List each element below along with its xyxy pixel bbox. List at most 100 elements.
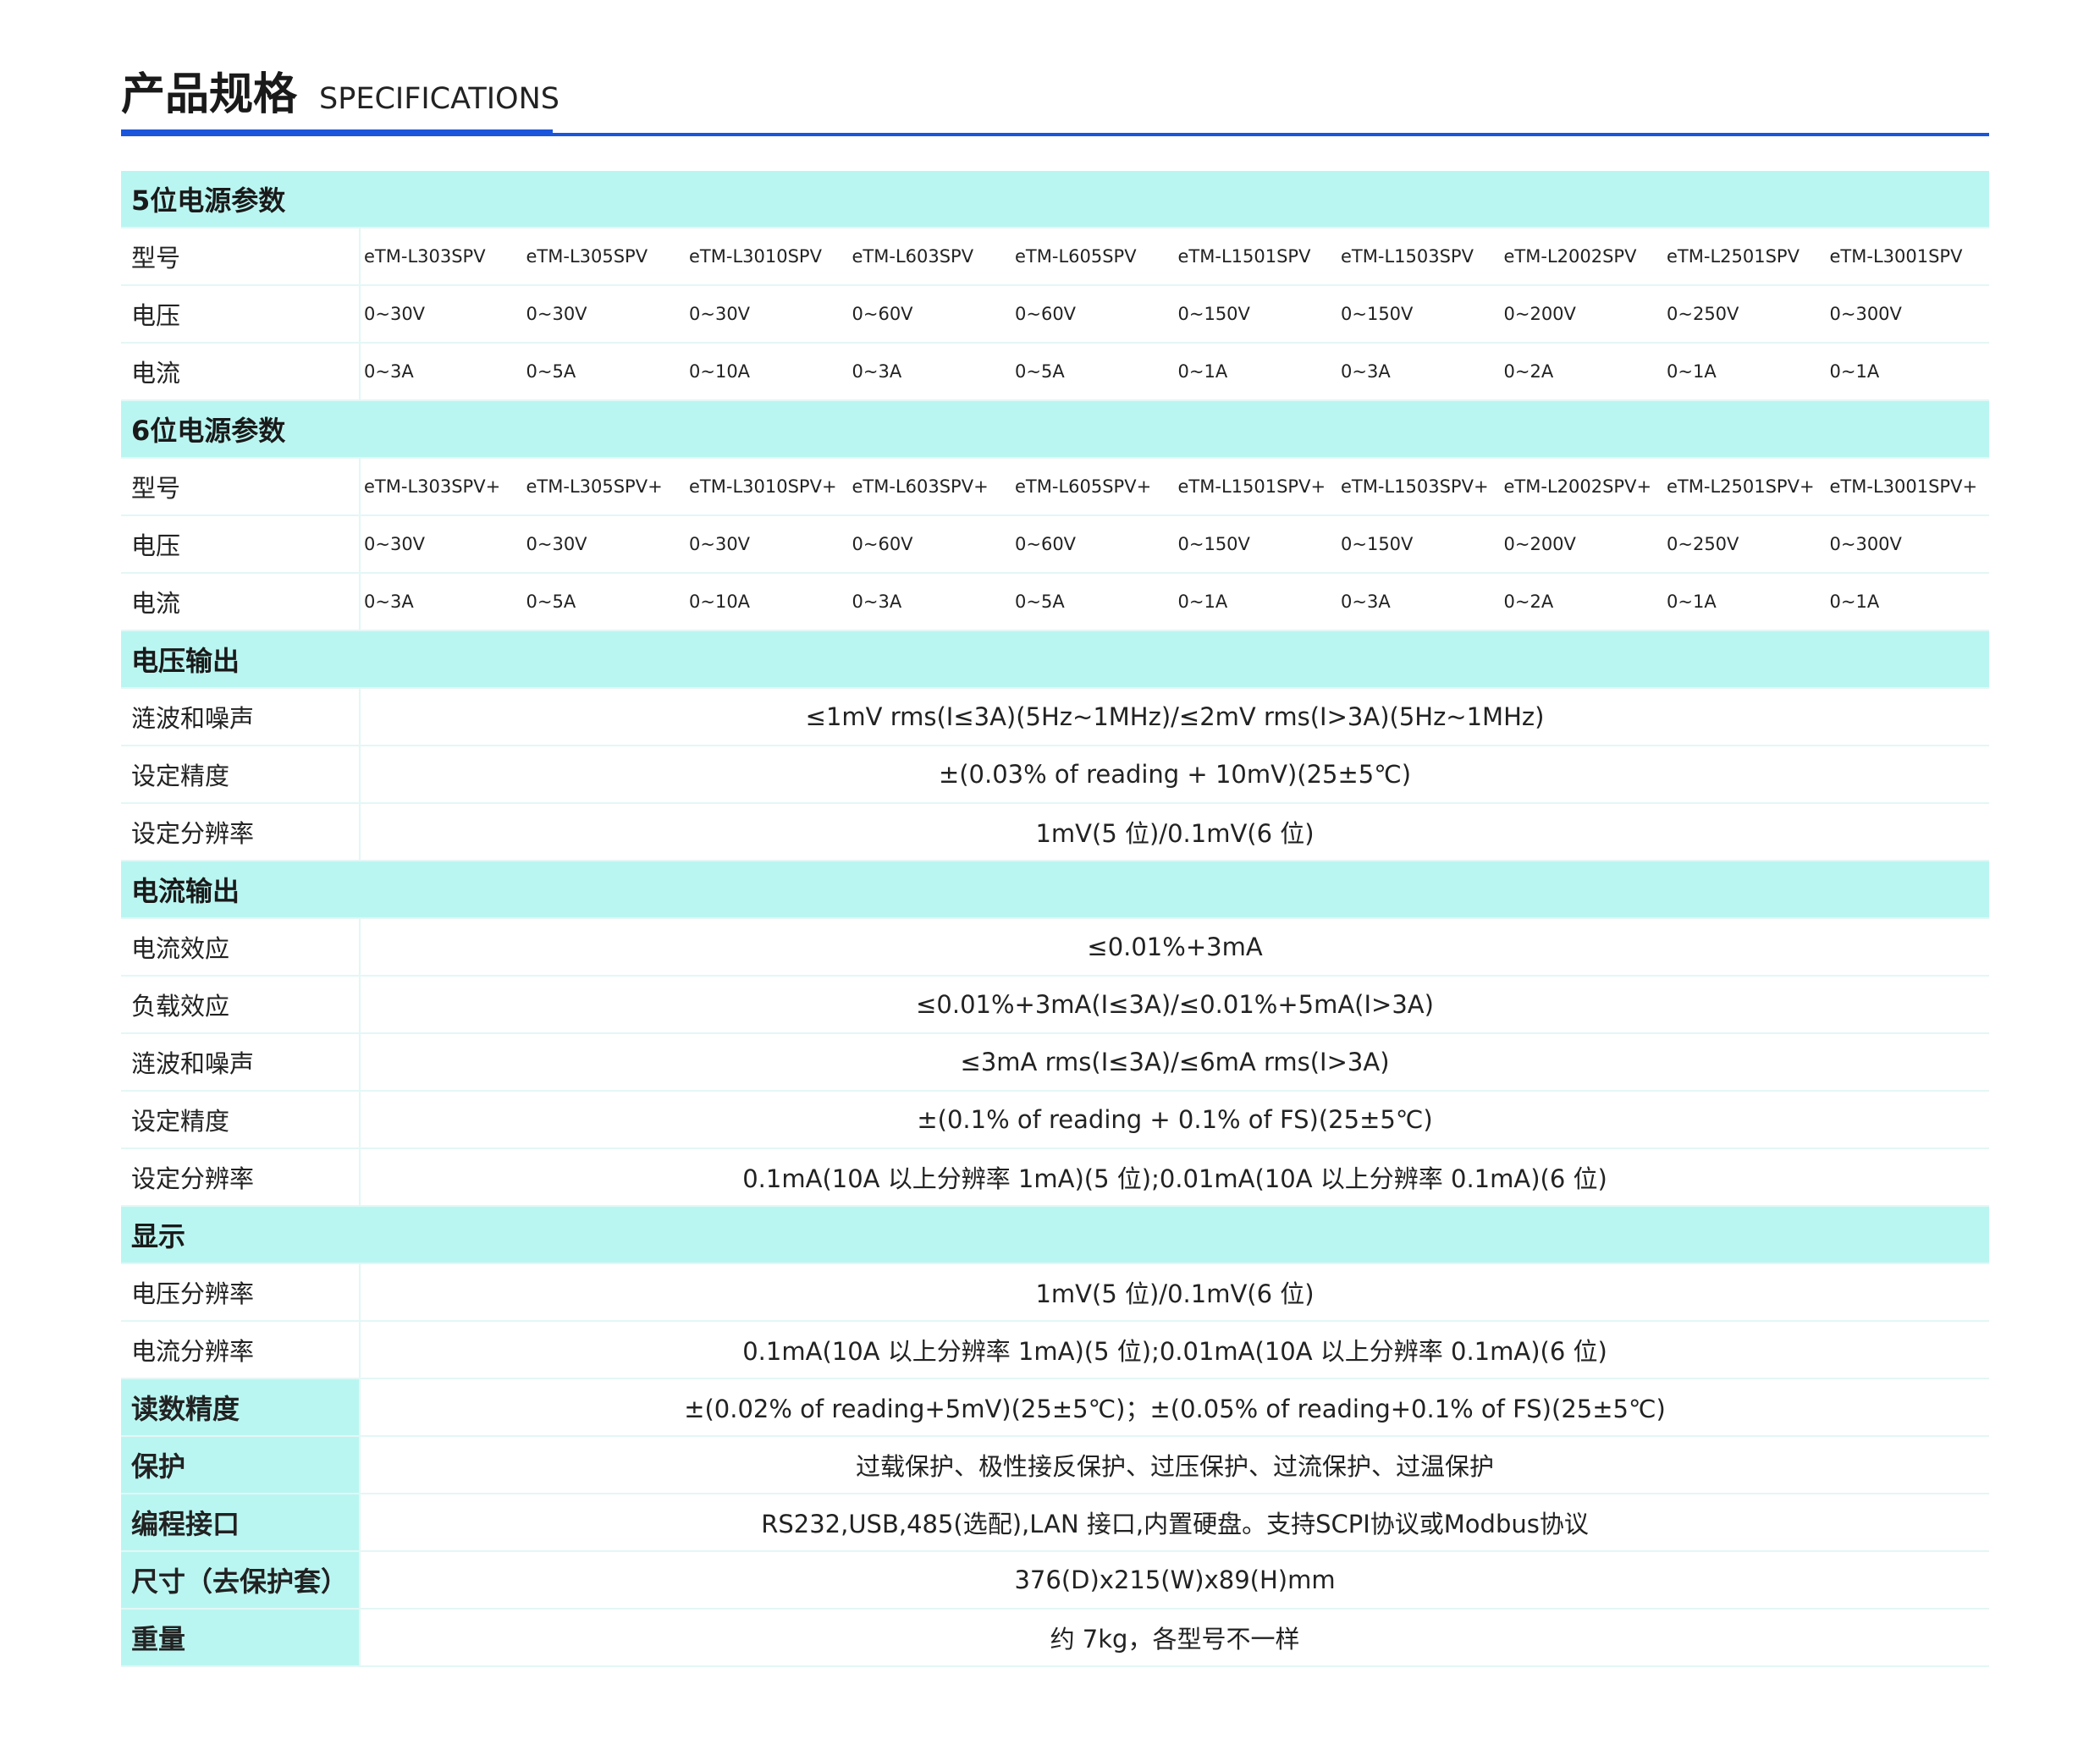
row-label: 编程接口 <box>121 1494 361 1552</box>
cell-current: 0~3A <box>1337 343 1501 401</box>
table-row: 编程接口 RS232,USB,485(选配),LAN 接口,内置硬盘。支持SCPI… <box>121 1494 1990 1552</box>
row-label: 涟波和噪声 <box>121 1033 361 1092</box>
row-label: 重量 <box>121 1609 361 1667</box>
section-title: 5位电源参数 <box>121 171 1990 228</box>
table-row: 电压 0~30V 0~30V 0~30V 0~60V 0~60V 0~150V 0~150V 0… <box>121 515 1990 574</box>
cell-models: eTM-L3001SPV <box>1826 228 1990 286</box>
cell-models: eTM-L603SPV+ <box>848 458 1011 516</box>
cell-current: 0~3A <box>1337 573 1501 631</box>
cell-current: 0~5A <box>522 573 686 631</box>
cell-models: eTM-L1501SPV+ <box>1174 458 1337 516</box>
section-title: 电压输出 <box>121 630 1990 689</box>
row-label: 设定分辨率 <box>121 803 361 861</box>
row-label: 尺寸（去保护套） <box>121 1551 361 1610</box>
row-label: 负载效应 <box>121 976 361 1034</box>
section-header: 6位电源参数 <box>121 400 1990 459</box>
cell-current: 0~3A <box>360 343 523 401</box>
cell-current: 0~1A <box>1663 573 1827 631</box>
table-row: 电流效应 ≤0.01%+3mA <box>121 918 1990 977</box>
table-row: 设定分辨率 0.1mA(10A 以上分辨率 1mA)(5 位);0.01mA(10… <box>121 1148 1990 1207</box>
title-en: SPECIFICATIONS <box>319 82 559 116</box>
cell-current: 0~3A <box>848 343 1011 401</box>
cell-voltage: 0~60V <box>1011 285 1175 344</box>
cell-voltage: 0~30V <box>360 285 523 344</box>
table-row: 负载效应 ≤0.01%+3mA(I≤3A)/≤0.01%+5mA(I>3A) <box>121 976 1990 1034</box>
row-label: 涟波和噪声 <box>121 688 361 746</box>
cell-models: eTM-L1503SPV <box>1337 228 1501 286</box>
row-value: ±(0.02% of reading+5mV)(25±5℃)；±(0.05% o… <box>360 1379 1990 1437</box>
cell-voltage: 0~300V <box>1826 515 1990 574</box>
row-value: ±(0.03% of reading + 10mV)(25±5℃) <box>360 746 1990 804</box>
cell-models: eTM-L605SPV <box>1011 228 1175 286</box>
row-value: RS232,USB,485(选配),LAN 接口,内置硬盘。支持SCPI协议或M… <box>360 1494 1990 1552</box>
table-row: 设定精度 ±(0.1% of reading + 0.1% of FS)(25±5… <box>121 1091 1990 1149</box>
table-row: 读数精度 ±(0.02% of reading+5mV)(25±5℃)；±(0.0… <box>121 1379 1990 1437</box>
cell-models: eTM-L305SPV+ <box>522 458 686 516</box>
cell-current: 0~5A <box>1011 343 1175 401</box>
cell-current: 0~10A <box>686 343 849 401</box>
cell-voltage: 0~30V <box>686 515 849 574</box>
row-label: 型号 <box>121 458 361 516</box>
spec-table: 5位电源参数 型号 eTM-L303SPV eTM-L305SPV eTM-L3010S… <box>121 171 1990 1667</box>
row-label: 电流效应 <box>121 918 361 977</box>
section-header: 电流输出 <box>121 861 1990 919</box>
table-row: 电流分辨率 0.1mA(10A 以上分辨率 1mA)(5 位);0.01mA(10… <box>121 1321 1990 1379</box>
section-title: 显示 <box>121 1206 1990 1264</box>
row-label: 电流 <box>121 573 361 631</box>
row-value: ≤3mA rms(I≤3A)/≤6mA rms(I>3A) <box>360 1033 1990 1092</box>
table-row: 型号 eTM-L303SPV eTM-L305SPV eTM-L3010SPV eTM-… <box>121 228 1990 286</box>
cell-voltage: 0~30V <box>360 515 523 574</box>
row-value: 376(D)x215(W)x89(H)mm <box>360 1551 1990 1610</box>
table-row: 电流 0~3A 0~5A 0~10A 0~3A 0~5A 0~1A 0~3A 0~2A 0~1A 0… <box>121 573 1990 631</box>
cell-models: eTM-L3010SPV+ <box>686 458 849 516</box>
row-value: 0.1mA(10A 以上分辨率 1mA)(5 位);0.01mA(10A 以上分… <box>360 1321 1990 1379</box>
row-label: 电流 <box>121 343 361 401</box>
cell-current: 0~1A <box>1174 573 1337 631</box>
section-title: 6位电源参数 <box>121 400 1990 459</box>
row-label: 电压 <box>121 285 361 344</box>
row-label: 电压分辨率 <box>121 1263 361 1322</box>
title-divider <box>121 133 1989 136</box>
row-value: ≤0.01%+3mA <box>360 918 1990 977</box>
cell-current: 0~1A <box>1174 343 1337 401</box>
row-label: 设定精度 <box>121 1091 361 1149</box>
table-row: 电压分辨率 1mV(5 位)/0.1mV(6 位) <box>121 1263 1990 1322</box>
cell-voltage: 0~300V <box>1826 285 1990 344</box>
cell-voltage: 0~30V <box>522 515 686 574</box>
table-row: 涟波和噪声 ≤3mA rms(I≤3A)/≤6mA rms(I>3A) <box>121 1033 1990 1092</box>
table-row: 尺寸（去保护套） 376(D)x215(W)x89(H)mm <box>121 1551 1990 1610</box>
cell-current: 0~1A <box>1826 343 1990 401</box>
table-row: 电压 0~30V 0~30V 0~30V 0~60V 0~60V 0~150V 0~150V 0… <box>121 285 1990 344</box>
row-value: 1mV(5 位)/0.1mV(6 位) <box>360 803 1990 861</box>
table-row: 设定精度 ±(0.03% of reading + 10mV)(25±5℃) <box>121 746 1990 804</box>
cell-voltage: 0~60V <box>848 515 1011 574</box>
table-row: 保护 过载保护、极性接反保护、过压保护、过流保护、过温保护 <box>121 1436 1990 1494</box>
cell-models: eTM-L605SPV+ <box>1011 458 1175 516</box>
cell-voltage: 0~60V <box>848 285 1011 344</box>
cell-current: 0~2A <box>1500 573 1663 631</box>
row-value: 约 7kg，各型号不一样 <box>360 1609 1990 1667</box>
row-value: ±(0.1% of reading + 0.1% of FS)(25±5℃) <box>360 1091 1990 1149</box>
title-underline <box>121 129 553 136</box>
cell-voltage: 0~250V <box>1663 515 1827 574</box>
cell-models: eTM-L2002SPV+ <box>1500 458 1663 516</box>
cell-current: 0~10A <box>686 573 849 631</box>
section-header: 电压输出 <box>121 630 1990 689</box>
cell-voltage: 0~150V <box>1174 285 1337 344</box>
cell-models: eTM-L303SPV+ <box>360 458 523 516</box>
row-value: 1mV(5 位)/0.1mV(6 位) <box>360 1263 1990 1322</box>
cell-voltage: 0~150V <box>1337 285 1501 344</box>
cell-current: 0~5A <box>522 343 686 401</box>
cell-voltage: 0~30V <box>522 285 686 344</box>
row-label: 电流分辨率 <box>121 1321 361 1379</box>
cell-models: eTM-L3010SPV <box>686 228 849 286</box>
section-title: 电流输出 <box>121 861 1990 919</box>
cell-voltage: 0~200V <box>1500 285 1663 344</box>
cell-models: eTM-L2501SPV+ <box>1663 458 1827 516</box>
cell-models: eTM-L305SPV <box>522 228 686 286</box>
cell-models: eTM-L1503SPV+ <box>1337 458 1501 516</box>
section-header: 5位电源参数 <box>121 171 1990 228</box>
cell-voltage: 0~150V <box>1337 515 1501 574</box>
table-row: 重量约 7kg，各型号不一样 <box>121 1609 1990 1667</box>
table-row: 涟波和噪声 ≤1mV rms(I≤3A)(5Hz~1MHz)/≤2mV rms(I… <box>121 688 1990 746</box>
